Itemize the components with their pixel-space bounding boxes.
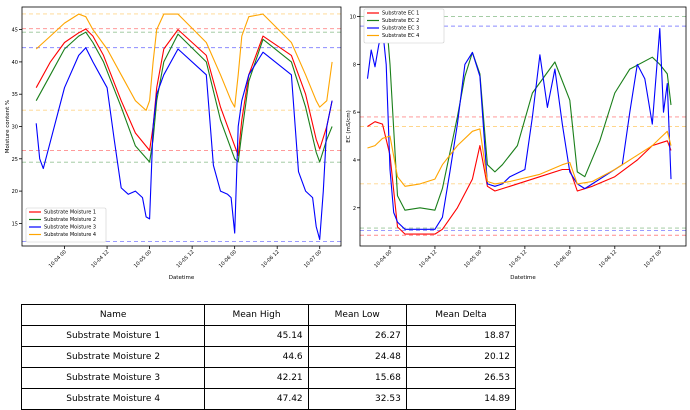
- ec-x-tick-label: 10-06 00: [553, 249, 573, 269]
- ec-series-1-line: [367, 121, 672, 235]
- ec-series-2-line: [366, 16, 672, 211]
- moisture-y-tick-label: 15: [12, 221, 18, 227]
- moisture-y-tick-label: 35: [12, 92, 18, 98]
- moisture-x-tick-label: 10-05 00: [133, 249, 153, 269]
- ec-x-tick-label: 10-04 12: [418, 249, 438, 269]
- table-row: Substrate Moisture 1 45.14 26.27 18.87: [20, 325, 517, 347]
- cell-name: Substrate Moisture 3: [20, 367, 206, 389]
- header-mean-low: Mean Low: [307, 304, 407, 326]
- ec-plot-frame: [359, 6, 687, 247]
- cell-mean-delta: 26.53: [405, 367, 517, 389]
- ec-legend-entry: Substrate EC 3: [382, 26, 419, 32]
- moisture-y-tick-label: 40: [12, 60, 18, 66]
- moisture-series-group: [35, 13, 333, 241]
- moisture-chart: 15 20 25 30 35 40 45 10-04 00 10-04 12 10-05 00 10…: [5, 6, 342, 281]
- cell-mean-high: 45.14: [204, 325, 309, 347]
- moisture-x-axis-label: Datetime: [169, 275, 195, 281]
- cell-mean-low: 24.48: [307, 346, 407, 368]
- moisture-legend-entry: Substrate Moisture 1: [44, 210, 96, 216]
- header-name: Name: [20, 304, 206, 326]
- cell-mean-high: 42.21: [204, 367, 309, 389]
- cell-mean-delta: 18.87: [405, 325, 517, 347]
- ec-series-4-line: [367, 128, 672, 187]
- table-row: Substrate Moisture 4 47.42 32.53 14.89: [20, 388, 517, 410]
- ec-x-tick-label: 10-06 12: [598, 249, 618, 269]
- moisture-legend-entry: Substrate Moisture 3: [44, 225, 96, 231]
- moisture-x-tick-label: 10-04 12: [90, 249, 110, 269]
- cell-mean-low: 26.27: [307, 325, 407, 347]
- ec-x-tick-label: 10-07 00: [643, 249, 663, 269]
- cell-mean-high: 44.6: [204, 346, 309, 368]
- ec-series-3-line: [366, 27, 672, 230]
- moisture-y-tick-label: 25: [12, 157, 18, 163]
- moisture-y-tick-label: 45: [12, 28, 18, 34]
- ec-chart: 2 4 6 8 10 10-04 00 10-04 12 10-05 00 10-05 12 10…: [346, 6, 687, 281]
- cell-mean-high: 47.42: [204, 388, 309, 410]
- moisture-legend-box: [25, 207, 107, 243]
- moisture-series-4-line: [35, 13, 333, 111]
- ec-y-tick-label: 4: [353, 158, 356, 164]
- cell-name: Substrate Moisture 2: [20, 346, 206, 368]
- moisture-legend-entry: Substrate Moisture 4: [44, 232, 96, 238]
- cell-mean-delta: 20.12: [405, 346, 517, 368]
- cell-name: Substrate Moisture 4: [20, 388, 206, 410]
- header-mean-high: Mean High: [204, 304, 309, 326]
- ec-y-tick-label: 8: [353, 62, 356, 68]
- moisture-x-tick-label: 10-04 00: [48, 249, 68, 269]
- table-row: Substrate Moisture 2 44.6 24.48 20.12: [20, 346, 517, 368]
- ec-legend-entry: Substrate EC 1: [382, 11, 419, 17]
- ec-x-axis-label: Datetime: [510, 275, 536, 281]
- moisture-x-tick-label: 10-07 00: [303, 249, 323, 269]
- table-header-row: Name Mean High Mean Low Mean Delta: [20, 304, 517, 326]
- moisture-reference-lines: [22, 13, 341, 242]
- cell-mean-low: 15.68: [307, 367, 407, 389]
- cell-mean-delta: 14.89: [405, 388, 517, 410]
- moisture-x-tick-label: 10-05 12: [175, 249, 195, 269]
- cell-mean-low: 32.53: [307, 388, 407, 410]
- ec-series-group: [366, 16, 672, 235]
- cell-name: Substrate Moisture 1: [20, 325, 206, 347]
- moisture-y-tick-label: 30: [12, 125, 18, 131]
- moisture-x-tick-label: 10-06 12: [260, 249, 280, 269]
- ec-y-axis-label: EC (mS/cm): [346, 110, 352, 142]
- ec-y-tick-label: 10: [350, 15, 356, 21]
- moisture-series-2-line: [35, 31, 333, 163]
- table-row: Substrate Moisture 3 42.21 15.68 26.53: [20, 367, 517, 389]
- moisture-series-1-line: [35, 28, 333, 157]
- ec-legend-box: [363, 8, 445, 44]
- moisture-series-3-line: [35, 47, 333, 241]
- ec-y-tick-label: 2: [353, 206, 356, 212]
- header-mean-delta: Mean Delta: [405, 304, 517, 326]
- moisture-y-tick-label: 20: [12, 189, 18, 195]
- ec-x-tick-label: 10-05 00: [463, 249, 483, 269]
- moisture-y-axis-label: Moisture content %: [5, 100, 11, 153]
- ec-y-tick-label: 6: [353, 110, 356, 116]
- moisture-stats-table: Name Mean High Mean Low Mean Delta Subst…: [20, 304, 517, 410]
- ec-legend-entry: Substrate EC 2: [382, 18, 419, 24]
- ec-legend-entry: Substrate EC 4: [382, 33, 419, 39]
- ec-x-tick-label: 10-05 12: [508, 249, 528, 269]
- ec-x-tick-label: 10-04 00: [373, 249, 393, 269]
- moisture-legend-entry: Substrate Moisture 2: [44, 217, 96, 223]
- moisture-x-tick-label: 10-06 00: [218, 249, 238, 269]
